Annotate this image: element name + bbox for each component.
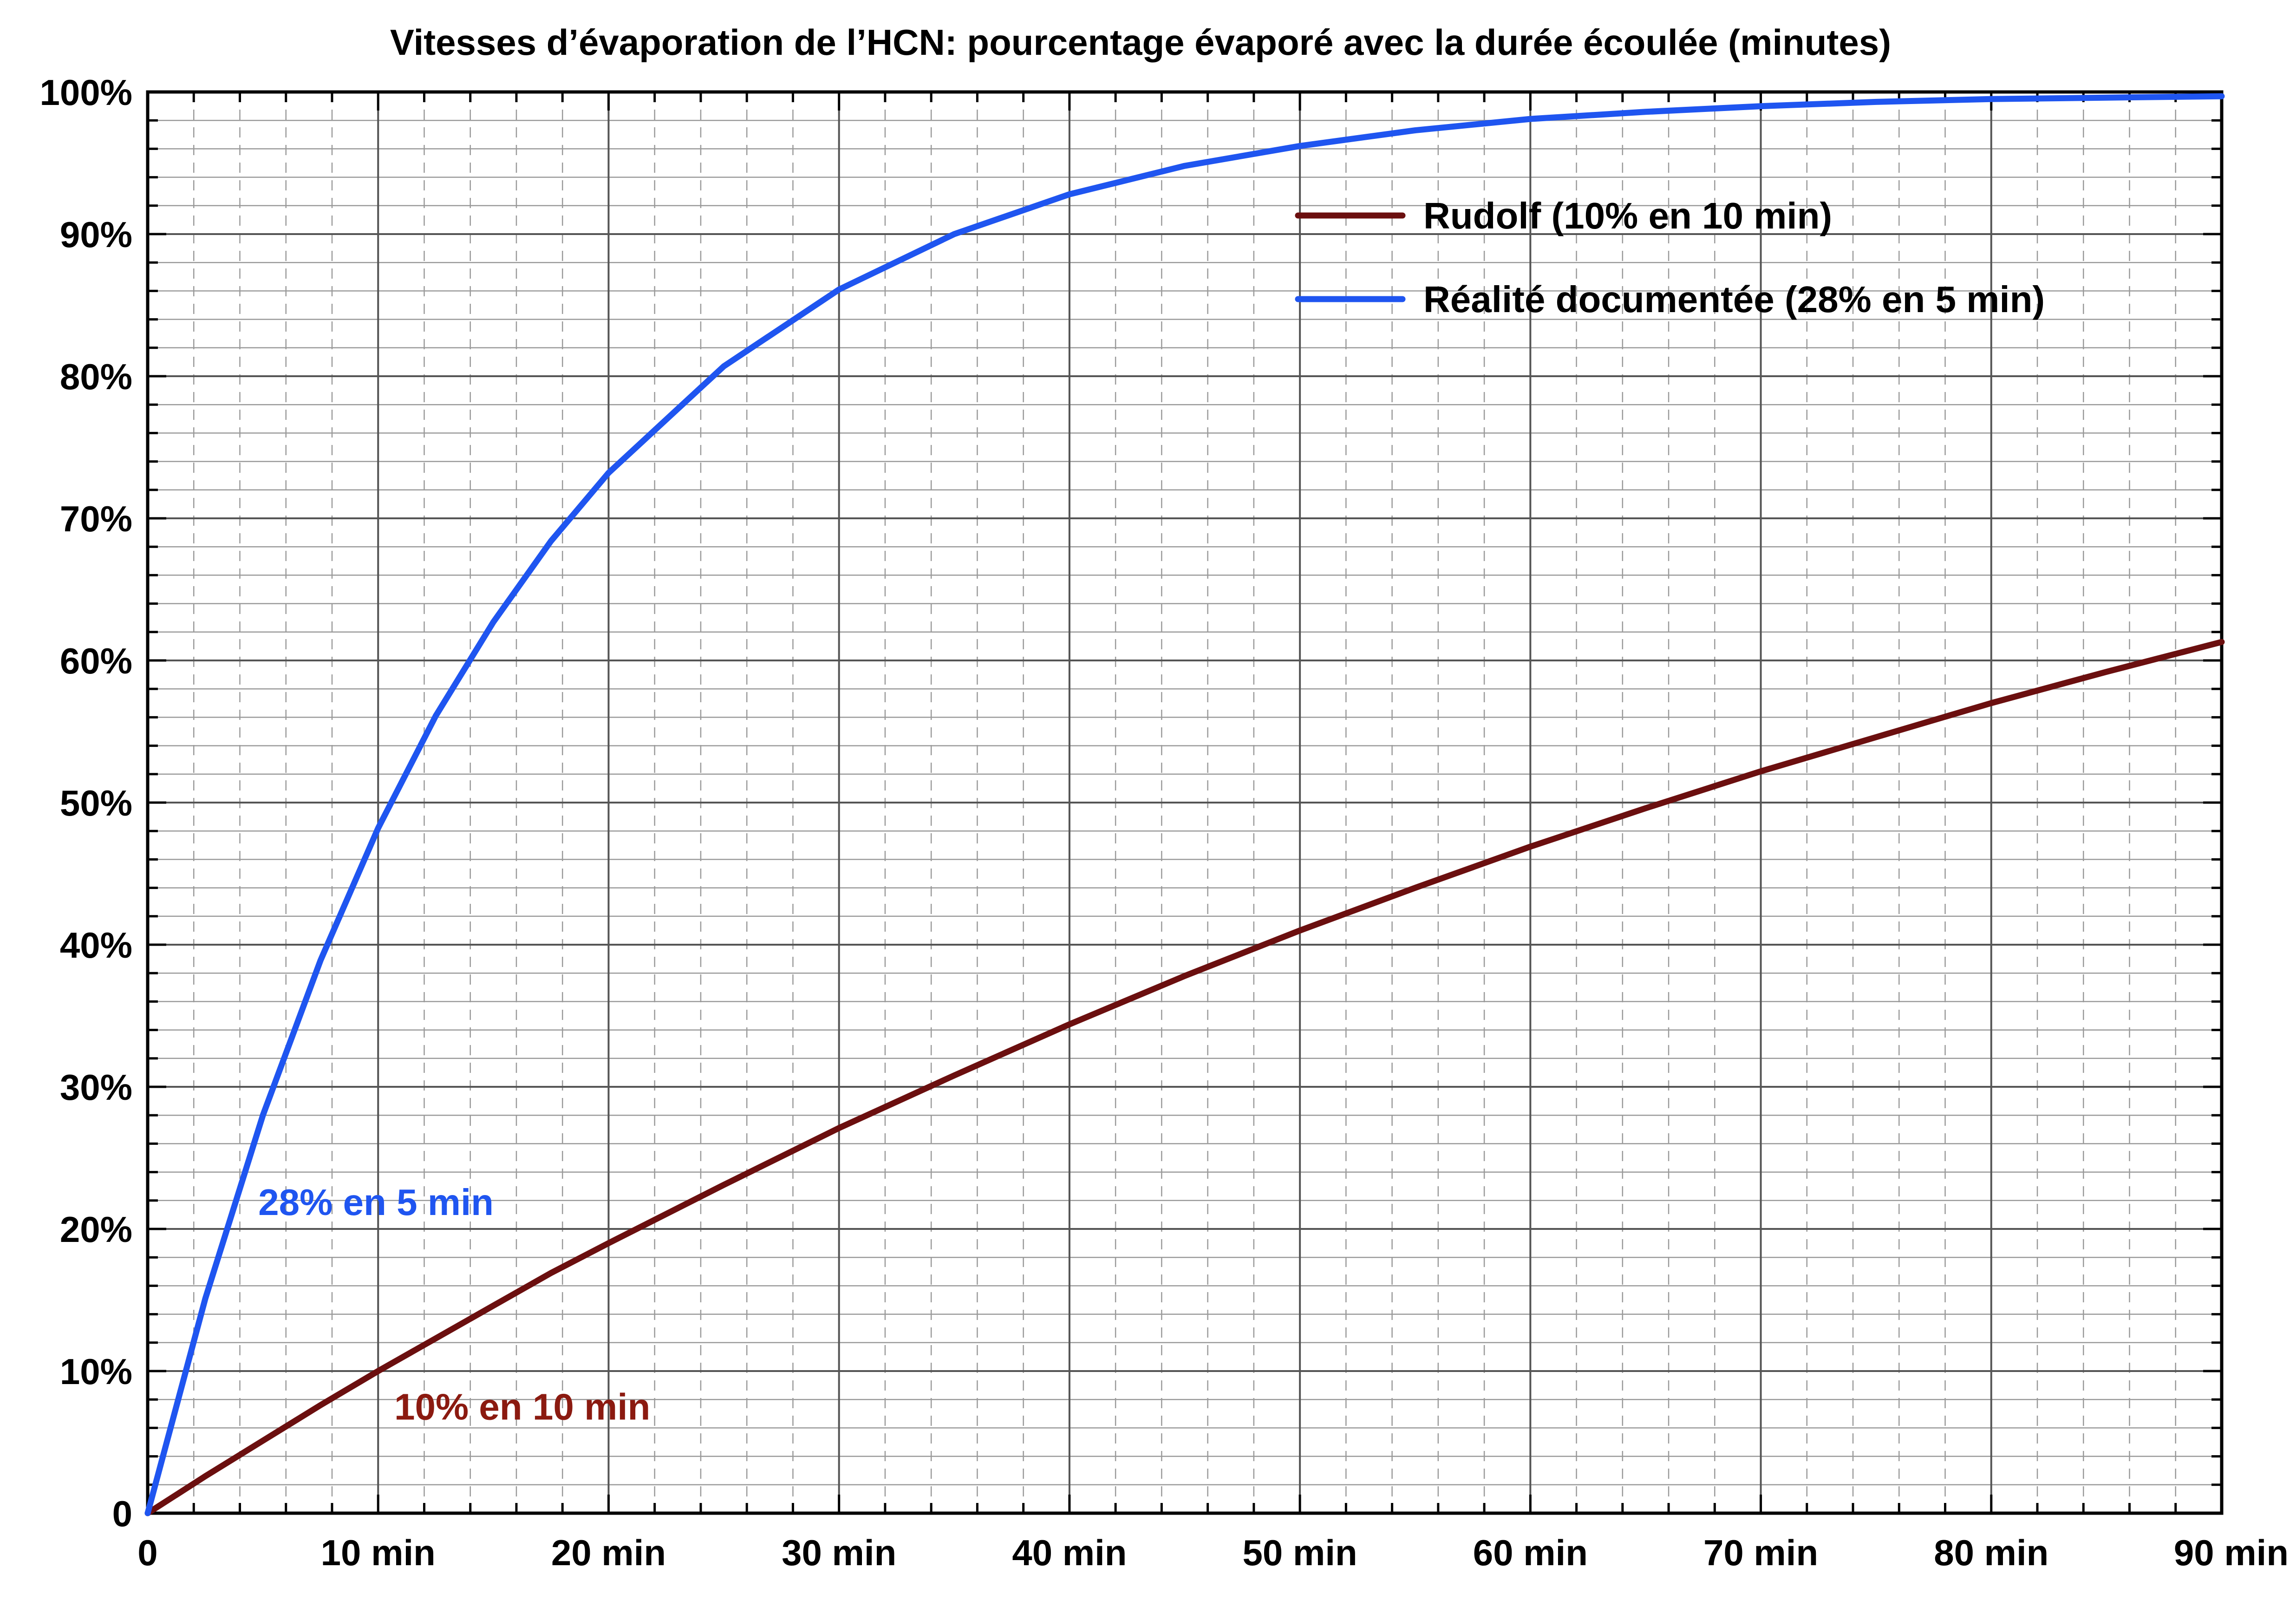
- chart-title: Vitesses d’évaporation de l’HCN: pourcen…: [390, 22, 1891, 63]
- annotation-2: 10% en 10 min: [394, 1386, 650, 1428]
- y-tick-label: 10%: [60, 1351, 132, 1392]
- y-tick-label: 90%: [60, 214, 132, 255]
- x-tick-label: 80 min: [1934, 1532, 2048, 1573]
- x-tick-label: 60 min: [1473, 1532, 1588, 1573]
- x-tick-label: 20 min: [551, 1532, 666, 1573]
- y-tick-label: 70%: [60, 498, 132, 539]
- x-tick-label: 40 min: [1012, 1532, 1127, 1573]
- x-tick-label: 90 min: [2174, 1532, 2289, 1573]
- y-axis-tick-labels: 0 10% 20% 30% 40% 50% 60% 70% 80% 90% 100%: [40, 72, 133, 1534]
- y-tick-label: 50%: [60, 783, 132, 823]
- series-line-2: [144, 93, 2225, 1516]
- x-tick-label: 0: [137, 1532, 157, 1573]
- legend-label-1: Rudolf (10% en 10 min): [1423, 195, 1832, 236]
- y-tick-label: 100%: [40, 72, 133, 113]
- x-tick-label: 30 min: [782, 1532, 896, 1573]
- annotations: 28% en 5 min 10% en 10 min: [258, 1182, 650, 1428]
- x-tick-label: 50 min: [1243, 1532, 1357, 1573]
- annotation-1: 28% en 5 min: [258, 1182, 494, 1223]
- y-tick-label: 80%: [60, 356, 132, 397]
- major-grid: [147, 91, 2223, 1514]
- x-axis-tick-labels: 0 10 min 20 min 30 min 40 min 50 min 60 min 70 …: [137, 1532, 2289, 1573]
- y-tick-label: 20%: [60, 1209, 132, 1250]
- y-tick-label: 60%: [60, 640, 132, 681]
- y-tick-label: 40%: [60, 925, 132, 966]
- y-tick-label: 0: [112, 1493, 132, 1534]
- legend: Rudolf (10% en 10 min) Réalité documentée…: [1295, 195, 2045, 320]
- series-line-1: [144, 639, 2225, 1516]
- y-tick-label: 30%: [60, 1067, 132, 1108]
- legend-label-2: Réalité documentée (28% en 5 min): [1423, 279, 2045, 320]
- axis-ticks: [146, 91, 2223, 1515]
- x-tick-label: 70 min: [1703, 1532, 1818, 1573]
- x-tick-label: 10 min: [321, 1532, 436, 1573]
- series-lines: [144, 93, 2225, 1516]
